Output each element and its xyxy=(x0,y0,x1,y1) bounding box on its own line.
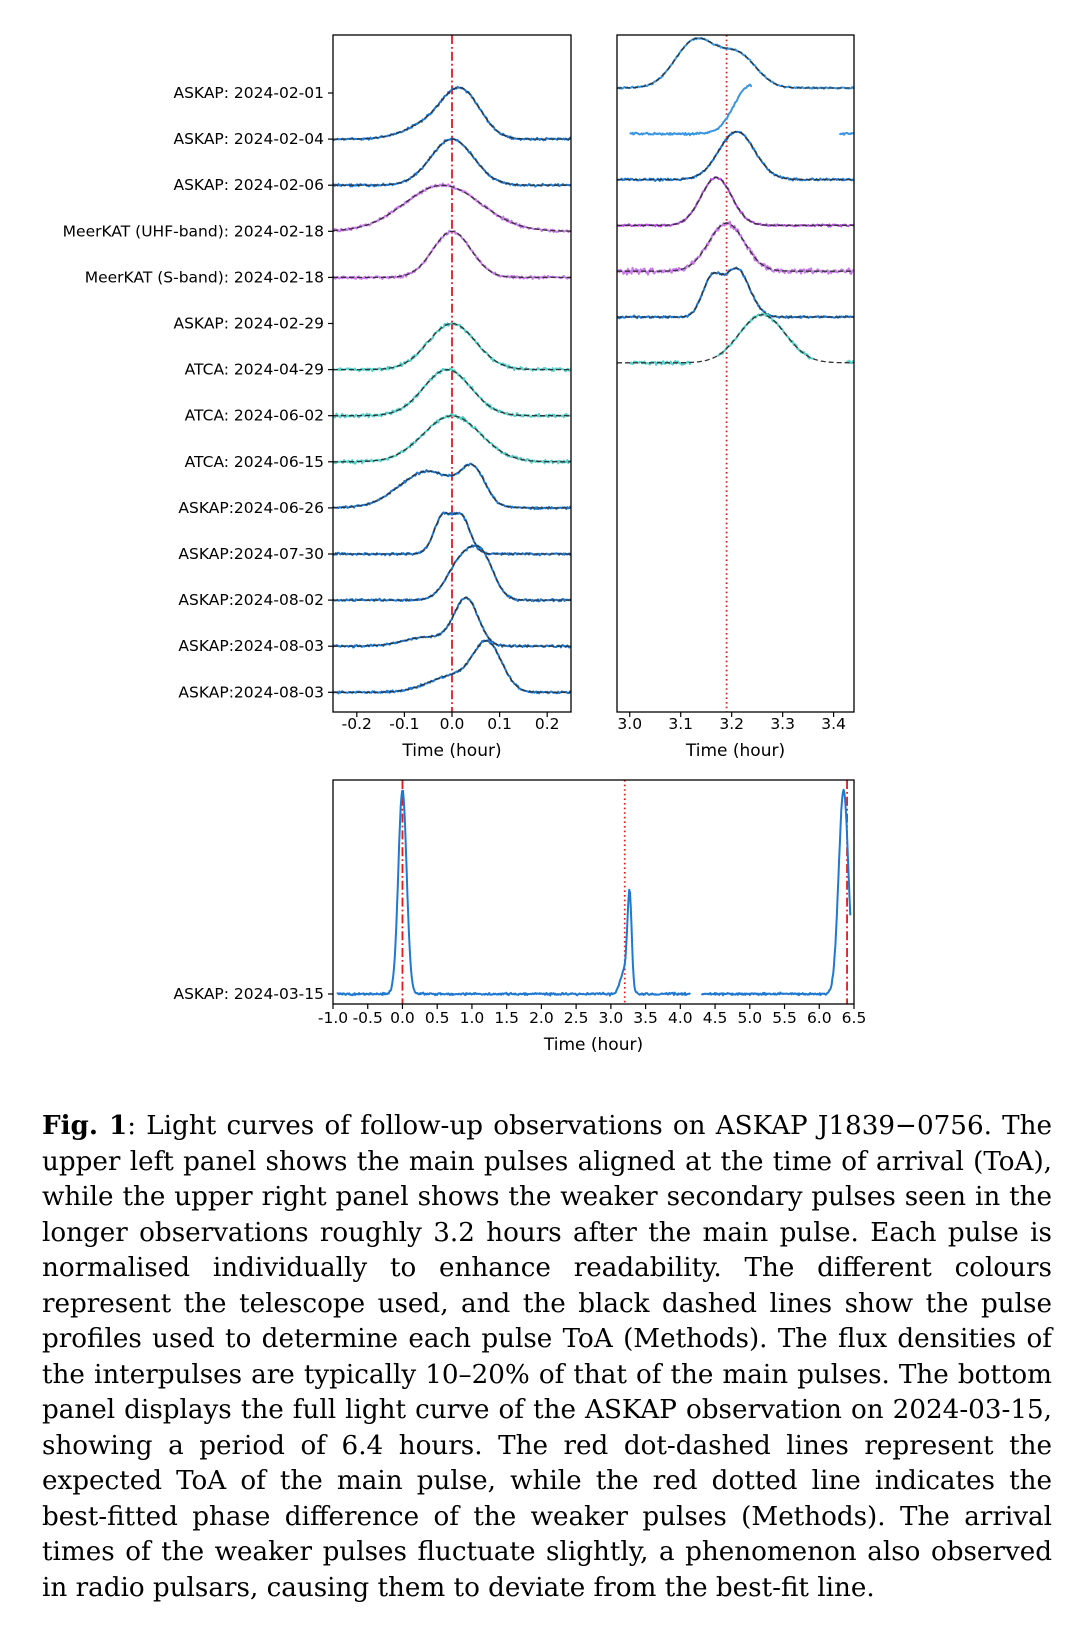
fit-profile-3 xyxy=(617,130,854,181)
y-tick-label-8: ATCA: 2024-06-02 xyxy=(185,407,324,425)
x-tick-label-5: 0.2 xyxy=(535,715,560,733)
axes-frame xyxy=(616,34,855,713)
series-line-1-part-1 xyxy=(336,789,692,997)
y-tick-label-9: ATCA: 2024-06-15 xyxy=(185,453,324,471)
x-tick-label-6: 1.5 xyxy=(494,1009,519,1027)
y-tick-label-14: ASKAP:2024-08-03 xyxy=(178,683,324,701)
series-line-7-part-2 xyxy=(716,312,814,360)
series-line-4 xyxy=(617,175,854,228)
series-line-7-part-3 xyxy=(846,359,854,365)
series-line-13 xyxy=(333,596,571,649)
fit-profile-5 xyxy=(617,222,854,272)
fit-profile-10 xyxy=(333,463,571,509)
x-tick-label-13: 5.0 xyxy=(737,1009,762,1027)
x-tick-label-5: 3.4 xyxy=(821,715,846,733)
x-tick-label-3: 3.2 xyxy=(719,715,744,733)
series-line-6 xyxy=(617,266,854,320)
x-tick-label-1: -1.0 xyxy=(318,1009,348,1027)
figure: ASKAP: 2024-02-01 ASKAP: 2024-02-04 ASKAP:… xyxy=(63,34,867,1055)
x-tick-label-14: 5.5 xyxy=(772,1009,797,1027)
series-line-3 xyxy=(333,137,571,188)
y-tick-label-12: ASKAP:2024-08-02 xyxy=(178,591,324,609)
y-tick-label-2: ASKAP: 2024-02-04 xyxy=(173,130,324,148)
x-tick-label-4: 0.1 xyxy=(487,715,512,733)
y-tick-label-1: ASKAP: 2024-02-01 xyxy=(173,84,324,102)
series-line-3 xyxy=(617,130,854,182)
y-tick-label-1: ASKAP: 2024-03-15 xyxy=(173,985,324,1003)
y-tick-label-7: ATCA: 2024-04-29 xyxy=(185,361,324,379)
caption-label: Fig. 1 xyxy=(42,1110,128,1141)
series-line-5 xyxy=(617,220,854,276)
x-tick-label-3: 0.0 xyxy=(440,715,465,733)
y-tick-label-4: MeerKAT (UHF-band): 2024-02-18 xyxy=(63,222,324,240)
panel-upper-left: ASKAP: 2024-02-01 ASKAP: 2024-02-04 ASKAP:… xyxy=(63,34,572,761)
x-tick-label-4: 3.3 xyxy=(770,715,795,733)
caption-text: : Light curves of follow-up observations… xyxy=(42,1111,1052,1603)
fit-profile-4 xyxy=(333,184,571,232)
y-tick-label-5: MeerKAT (S-band): 2024-02-18 xyxy=(85,268,324,286)
series-line-1-part-2 xyxy=(700,788,852,997)
fit-profile-9 xyxy=(333,415,571,463)
y-tick-label-3: ASKAP: 2024-02-06 xyxy=(173,176,324,194)
x-axis-label: Time (hour) xyxy=(543,1035,643,1055)
panel-upper-right: 3.0 3.1 3.2 3.3 3.4 Time (hour) xyxy=(616,34,855,761)
series-line-12 xyxy=(333,544,571,603)
x-tick-label-7: 2.0 xyxy=(529,1009,554,1027)
x-tick-label-5: 1.0 xyxy=(460,1009,485,1027)
x-tick-label-16: 6.5 xyxy=(842,1009,867,1027)
x-tick-label-11: 4.0 xyxy=(668,1009,693,1027)
series-line-7 xyxy=(333,322,571,373)
y-tick-label-6: ASKAP: 2024-02-29 xyxy=(173,315,324,333)
x-tick-label-1: -0.2 xyxy=(342,715,372,733)
x-tick-label-3: 0.0 xyxy=(390,1009,415,1027)
x-tick-label-15: 6.0 xyxy=(807,1009,832,1027)
x-tick-label-10: 3.5 xyxy=(633,1009,658,1027)
fit-profile-1 xyxy=(617,37,854,89)
fit-profile-14 xyxy=(333,640,571,693)
x-tick-label-1: 3.0 xyxy=(617,715,642,733)
x-tick-label-12: 4.5 xyxy=(703,1009,728,1027)
y-tick-label-13: ASKAP:2024-08-03 xyxy=(178,637,324,655)
fit-profile-7 xyxy=(617,314,854,364)
fit-profile-5 xyxy=(333,230,571,279)
y-tick-label-10: ASKAP:2024-06-26 xyxy=(178,499,324,517)
series-line-2-part-1 xyxy=(629,83,753,137)
x-axis-label: Time (hour) xyxy=(401,741,501,761)
y-tick-label-11: ASKAP:2024-07-30 xyxy=(178,545,324,563)
x-axis-label: Time (hour) xyxy=(685,741,785,761)
fit-profile-13 xyxy=(333,596,571,647)
series-line-9 xyxy=(333,413,571,465)
x-tick-label-8: 2.5 xyxy=(564,1009,589,1027)
series-line-2-part-2 xyxy=(838,131,854,136)
series-line-1 xyxy=(617,37,854,90)
x-tick-label-2: 3.1 xyxy=(668,715,693,733)
series-line-11 xyxy=(333,511,571,557)
fit-profile-3 xyxy=(333,138,571,186)
panel-bottom: ASKAP: 2024-03-15 -1.0 -0.5 0.0 0.5 1.0 1.5 2.0… xyxy=(173,779,867,1055)
x-tick-label-9: 3.0 xyxy=(599,1009,624,1027)
x-tick-label-2: -0.5 xyxy=(353,1009,383,1027)
series-line-2 xyxy=(333,85,571,142)
figure-caption: Fig. 1: Light curves of follow-up observ… xyxy=(42,1108,1052,1606)
fit-profile-6 xyxy=(617,267,854,318)
axes-frame xyxy=(332,779,855,1005)
fit-profile-4 xyxy=(617,176,854,227)
series-line-8 xyxy=(333,367,571,419)
x-tick-label-4: 0.5 xyxy=(425,1009,450,1027)
x-tick-label-2: -0.1 xyxy=(389,715,419,733)
